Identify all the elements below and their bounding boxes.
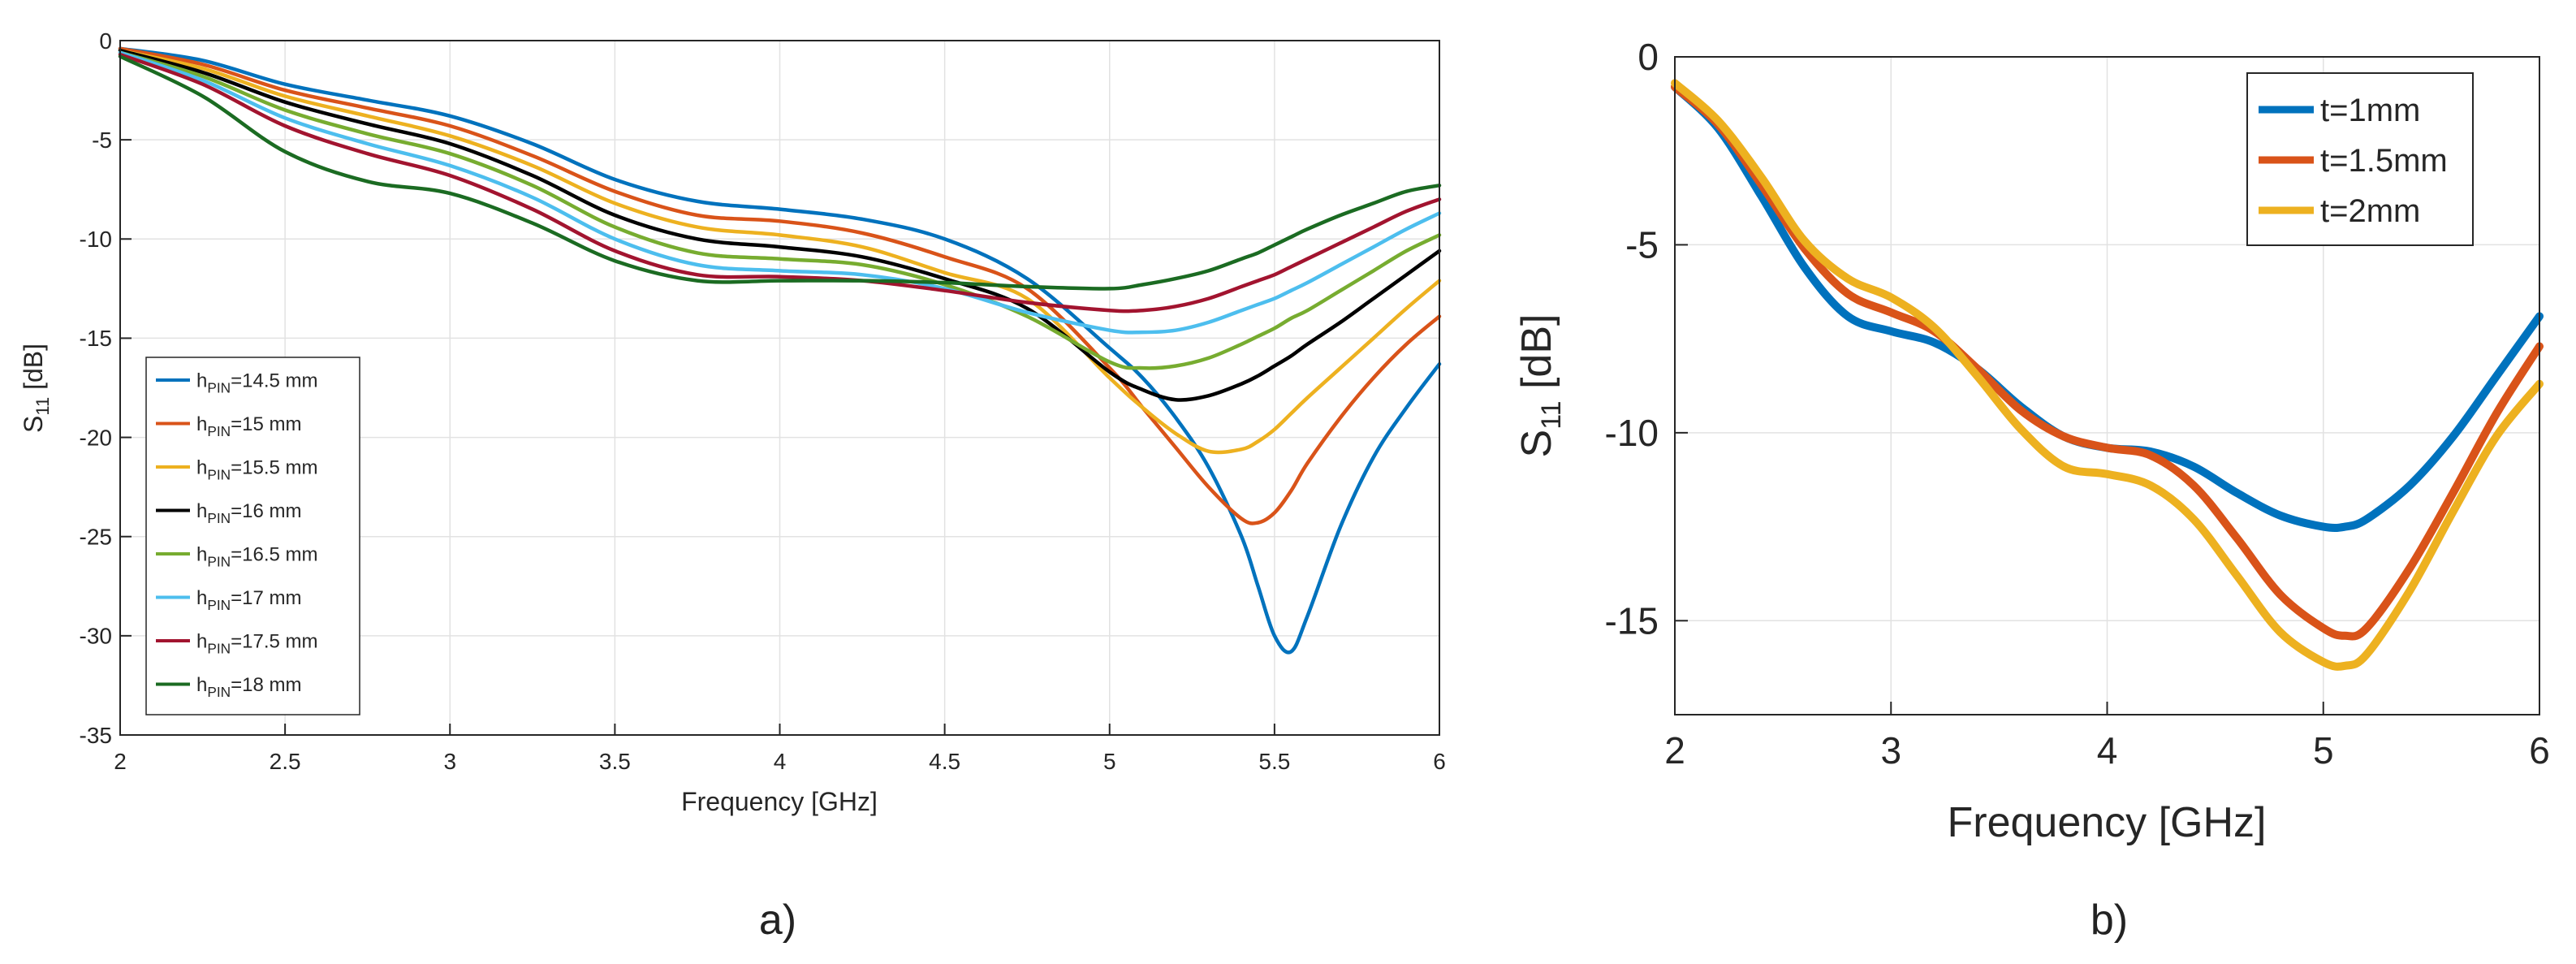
a-legend-label-sub: PIN [207,641,231,657]
a-y-tick-label: -35 [80,723,112,748]
panel-a-y-axis-label: S11 [dB] [19,344,53,433]
a-legend-label-rest: =17.5 mm [231,630,317,652]
b-legend-entry-2: t=2mm [2320,193,2420,229]
a-y-tick-label: -15 [80,326,112,351]
panel-b-tick-labels: 2 3 4 5 6 0 -5 -10 -15 [1605,36,2550,772]
panel-a-ylabel-main: S [19,416,48,433]
a-y-tick-label: -20 [80,425,112,450]
a-y-tick-label: -25 [80,525,112,550]
a-x-tick-label: 2 [114,749,127,774]
a-legend-label-main: h [196,370,207,391]
a-x-tick-label: 2.5 [270,749,301,774]
a-legend-label-main: h [196,587,207,609]
b-y-tick-label: -15 [1605,599,1659,642]
panel-b-chart: 2 3 4 5 60-5-10-15 Frequency [GHz] S11 [dB] … [1513,36,2550,944]
b-legend-entry-0: t=1mm [2320,93,2420,128]
a-legend-label-main: h [196,413,207,435]
panel-a-axes-box [119,40,1440,736]
a-series-line-5 [118,50,1442,335]
a-legend-entry-1: hPIN=15 mm [196,413,302,439]
a-x-tick-label: 5.5 [1258,749,1290,774]
a-legend-label-main: h [196,630,207,652]
a-legend-label-sub: PIN [207,380,231,396]
b-series-line-1 [1671,83,2544,641]
a-legend-label-main: h [196,543,207,565]
a-y-tick-label: -5 [92,128,112,153]
a-legend-label-sub: PIN [207,510,231,526]
a-legend-label-main: h [196,456,207,478]
a-legend-label-sub: PIN [207,467,231,483]
b-x-tick-label: 3 [1880,729,1901,772]
panel-b-legend: t=1mm t=1.5mm t=2mm [2246,72,2474,246]
a-legend-label-rest: =15 mm [231,413,301,435]
panel-b-y-axis-label: S11 [dB] [1513,314,1567,458]
b-x-tick-label: 4 [2097,729,2118,772]
b-x-tick-label: 2 [1664,729,1685,772]
a-x-tick-label: 5 [1103,749,1116,774]
a-legend-label-sub: PIN [207,597,231,613]
a-series-line-3 [118,48,1442,402]
panel-a-x-axis-label: Frequency [GHz] [681,787,878,816]
b-x-tick-label: 5 [2313,729,2334,772]
panel-b-ylabel-main: S [1513,430,1560,458]
a-legend-label-sub: PIN [207,684,231,700]
panel-b-series-lines [1671,79,2544,671]
a-legend-entry-5: hPIN=17 mm [196,587,302,613]
panel-b-ylabel-sub: 11 [1536,400,1567,429]
panel-a-ylabel-sub: 11 [32,397,53,416]
panel-a-label: a) [759,897,796,944]
a-x-tick-label: 3.5 [599,749,631,774]
a-legend-entry-0: hPIN=14.5 mm [196,370,318,396]
panel-b-x-axis-label: Frequency [GHz] [1947,799,2266,846]
a-legend-label-main: h [196,500,207,522]
a-y-tick-label: -10 [80,227,112,252]
a-legend-label-rest: =14.5 mm [231,370,317,391]
a-series-line-0 [118,46,1442,655]
panel-b-label: b) [2091,897,2128,944]
panel-a-tick-labels: 2 2.5 3 3.5 4 4.5 5 5.5 6 0 -5 -10 -15 -20 -25 -30 -35 [80,28,1446,774]
panel-a-ylabel-unit: [dB] [19,344,48,397]
b-y-tick-label: -10 [1605,412,1659,454]
a-series-line-1 [118,46,1442,525]
b-series-line-2 [1671,79,2544,671]
a-legend-label-rest: =18 mm [231,674,301,696]
a-y-tick-label: -30 [80,624,112,649]
a-x-tick-label: 6 [1433,749,1446,774]
panel-b-axes-box [1674,56,2540,715]
a-series-line-7 [118,54,1442,291]
b-legend-entry-1: t=1.5mm [2320,143,2448,179]
b-y-tick-label: 0 [1638,36,1659,78]
a-legend-label-sub: PIN [207,423,231,439]
a-legend-label-sub: PIN [207,554,231,570]
b-x-tick-label: 6 [2529,729,2550,772]
a-legend-entry-6: hPIN=17.5 mm [196,630,318,656]
panel-a-chart: 2 2.5 3 3.5 4 4.5 5 5.5 6 0 -5 -10 -15 -20 -25 -30 -35 F… [19,28,1446,944]
b-y-tick-label: -5 [1625,224,1659,266]
a-legend-label-rest: =16 mm [231,500,301,522]
a-series-line-6 [118,52,1442,313]
a-x-tick-label: 3 [443,749,456,774]
a-x-tick-label: 4 [774,749,787,774]
a-legend-entry-3: hPIN=16 mm [196,500,302,526]
a-legend-label-rest: =17 mm [231,587,301,609]
a-y-tick-label: 0 [99,28,112,54]
a-legend-entry-4: hPIN=16.5 mm [196,543,318,569]
panel-a-series-lines [118,46,1442,655]
a-legend-entry-2: hPIN=15.5 mm [196,456,318,482]
a-x-tick-label: 4.5 [929,749,960,774]
panel-a-legend-box [145,357,360,715]
a-legend-label-main: h [196,674,207,696]
a-legend-entry-7: hPIN=18 mm [196,674,302,700]
panel-b-ylabel-unit: [dB] [1513,314,1560,401]
a-legend-label-rest: =15.5 mm [231,456,317,478]
a-legend-label-rest: =16.5 mm [231,543,317,565]
